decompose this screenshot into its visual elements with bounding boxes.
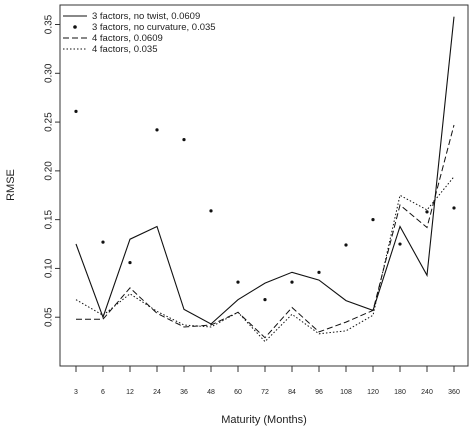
data-point-no-curvature <box>128 260 132 265</box>
x-tick-label: 360 <box>448 389 460 396</box>
x-tick-label: 96 <box>315 389 323 396</box>
y-axis-title: RMSE <box>5 169 17 201</box>
data-point-no-curvature <box>344 243 348 247</box>
data-point-no-curvature <box>317 270 321 274</box>
x-tick-label: 84 <box>288 389 296 396</box>
y-tick-label: 0.30 <box>44 63 55 83</box>
x-tick-label: 120 <box>367 389 379 396</box>
legend-marker-points <box>73 25 77 29</box>
series-line-dotted <box>75 176 455 343</box>
data-point-no-curvature <box>74 109 78 113</box>
legend-label: 4 factors, 0.0609 <box>92 33 163 44</box>
x-tick-label: 180 <box>394 389 406 396</box>
series-layer <box>74 16 456 343</box>
x-tick-label: 36 <box>180 389 188 396</box>
y-tick-label: 0.10 <box>44 258 55 278</box>
x-tick-label: 60 <box>234 389 242 396</box>
data-point-no-curvature <box>263 298 267 302</box>
data-point-no-curvature <box>290 280 294 284</box>
y-tick-label: 0.15 <box>44 209 55 229</box>
legend-label: 3 factors, no curvature, 0.035 <box>92 22 216 33</box>
data-point-no-curvature <box>398 242 402 246</box>
data-point-no-curvature <box>155 128 159 132</box>
data-point-no-curvature <box>371 218 375 222</box>
x-tick-label: 3 <box>74 389 78 396</box>
x-tick-label: 12 <box>126 389 134 396</box>
data-point-no-curvature <box>101 240 105 244</box>
data-point-no-curvature <box>425 210 429 214</box>
data-point-no-curvature <box>209 209 213 213</box>
y-axis: 0.05 0.10 0.15 0.20 0.25 0.30 0.35 <box>44 14 60 327</box>
x-axis: 3 6 12 24 36 48 60 72 84 96 108 120 180 240 360 <box>74 366 460 396</box>
legend-label: 4 factors, 0.035 <box>92 44 157 55</box>
x-tick-label: 72 <box>261 389 269 396</box>
x-tick-label: 24 <box>153 389 161 396</box>
data-point-no-curvature <box>236 280 240 284</box>
y-tick-label: 0.35 <box>44 14 55 34</box>
legend-label: 3 factors, no twist, 0.0609 <box>92 11 200 22</box>
x-tick-label: 108 <box>340 389 352 396</box>
y-tick-label: 0.25 <box>44 112 55 132</box>
x-tick-label: 240 <box>421 389 433 396</box>
plot-frame <box>59 4 469 367</box>
x-tick-label: 6 <box>101 389 105 396</box>
x-tick-label: 48 <box>207 389 215 396</box>
series-line-dashed <box>76 124 455 339</box>
y-tick-label: 0.05 <box>44 307 55 327</box>
y-tick-label: 0.20 <box>44 161 55 181</box>
data-point-no-curvature <box>182 138 186 142</box>
series-line-solid <box>75 16 455 325</box>
x-axis-title: Maturity (Months) <box>221 414 307 426</box>
data-point-no-curvature <box>452 206 456 210</box>
